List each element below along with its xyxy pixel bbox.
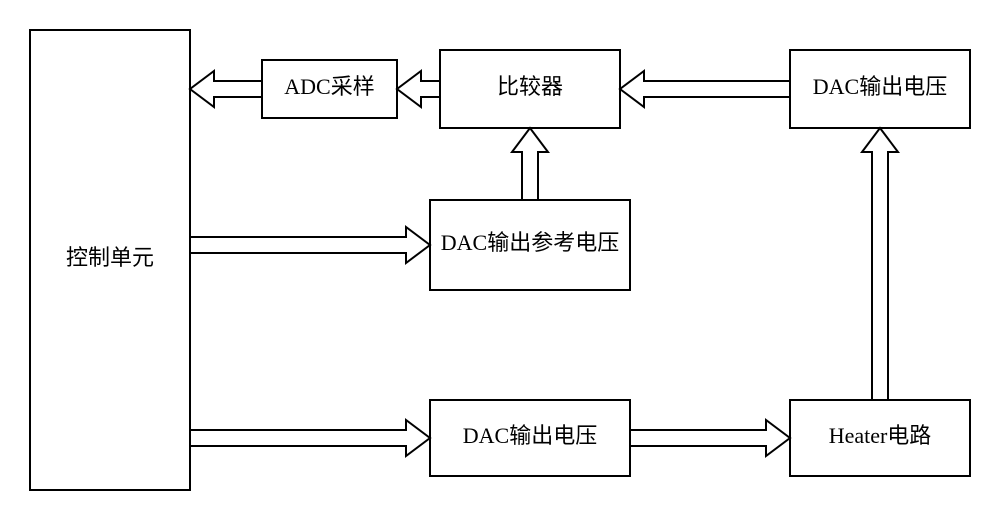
arrow-dacout_left: [620, 71, 790, 107]
control-label: 控制单元: [66, 245, 154, 270]
heater-label: Heater电路: [829, 423, 932, 448]
arrow-dacref_up: [512, 128, 548, 200]
block-diagram: 控制单元 ADC采样 比较器 DAC输出电压 DAC输出参考电压 DAC输出电压 Heate…: [0, 0, 1000, 532]
arrow-control_right: [190, 420, 430, 456]
arrow-heater_up: [862, 128, 898, 400]
arrow-control_right: [190, 227, 430, 263]
adc-label: ADC采样: [284, 74, 374, 99]
dac_out_b-label: DAC输出电压: [463, 423, 597, 448]
arrow-comp_left: [397, 71, 440, 107]
dac_out_r-label: DAC输出电压: [813, 74, 947, 99]
arrow-dacoutb_right: [630, 420, 790, 456]
arrow-adc_left: [190, 71, 262, 107]
comp-label: 比较器: [497, 74, 563, 99]
dac_ref-label: DAC输出参考电压: [441, 230, 619, 255]
